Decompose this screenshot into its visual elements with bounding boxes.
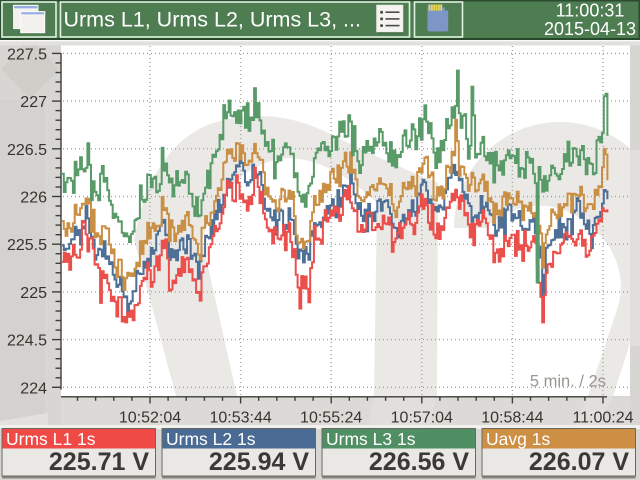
svg-text:5 min. / 2s: 5 min. / 2s	[530, 373, 606, 391]
svg-text:226.5: 226.5	[7, 142, 47, 159]
svg-text:224.5: 224.5	[7, 333, 47, 350]
svg-text:Urms L1 1s: Urms L1 1s	[6, 429, 96, 449]
svg-text:225.5: 225.5	[7, 237, 47, 254]
svg-text:10:52:04: 10:52:04	[119, 410, 181, 427]
svg-text:225.71 V: 225.71 V	[49, 448, 149, 476]
svg-text:Urms L3 1s: Urms L3 1s	[326, 429, 416, 449]
svg-text:226: 226	[20, 190, 47, 207]
svg-text:Uavg 1s: Uavg 1s	[486, 429, 550, 449]
svg-text:10:53:44: 10:53:44	[209, 410, 271, 427]
svg-text:2015-04-13: 2015-04-13	[544, 19, 636, 39]
svg-text:Urms L2 1s: Urms L2 1s	[166, 429, 256, 449]
svg-text:226.56 V: 226.56 V	[369, 448, 469, 476]
svg-text:226.07 V: 226.07 V	[529, 448, 629, 476]
svg-text:227.5: 227.5	[7, 46, 47, 63]
svg-text:225: 225	[20, 285, 47, 302]
svg-text:11:00:31: 11:00:31	[556, 1, 625, 21]
svg-text:10:55:24: 10:55:24	[300, 410, 362, 427]
svg-text:10:58:44: 10:58:44	[481, 410, 543, 427]
svg-text:10:57:04: 10:57:04	[391, 410, 453, 427]
svg-text:225.94 V: 225.94 V	[209, 448, 309, 476]
svg-text:227: 227	[20, 94, 47, 111]
svg-text:224: 224	[20, 380, 47, 397]
svg-text:Urms L1, Urms L2, Urms L3, ...: Urms L1, Urms L2, Urms L3, ...	[64, 8, 361, 32]
svg-text:11:00:24: 11:00:24	[572, 410, 633, 427]
